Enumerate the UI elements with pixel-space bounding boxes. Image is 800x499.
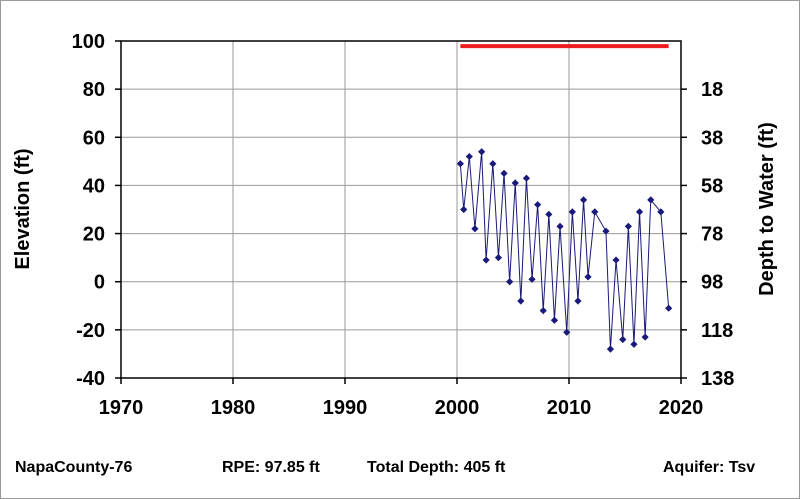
data-point-marker	[522, 174, 531, 182]
y-tick-label: 60	[83, 127, 105, 149]
data-point-marker	[539, 307, 547, 315]
data-point-marker	[619, 335, 627, 344]
data-points	[456, 148, 673, 353]
x-tick-label: 1980	[211, 397, 256, 419]
data-point-marker	[489, 160, 497, 168]
y2-tick-label: 118	[701, 320, 733, 342]
data-point-marker	[494, 254, 503, 262]
data-point-marker	[506, 278, 514, 286]
x-tick-label: 1970	[99, 397, 144, 419]
data-point-marker	[460, 205, 468, 214]
data-point-marker	[563, 328, 571, 336]
data-point-marker	[550, 316, 559, 324]
data-point-marker	[591, 208, 599, 216]
data-point-marker	[465, 152, 473, 161]
data-point-marker	[456, 160, 464, 168]
y2-tick-label: 78	[701, 224, 723, 246]
data-point-marker	[568, 208, 576, 216]
y2-tick-label: 138	[701, 368, 734, 390]
y2-tick-label: 98	[701, 272, 723, 294]
y-axis-title: Elevation (ft)	[12, 148, 34, 269]
y-tick-label: 40	[83, 175, 105, 197]
tick-marks	[115, 40, 687, 384]
data-point-marker	[579, 196, 588, 204]
data-point-marker	[602, 227, 610, 235]
data-point-marker	[574, 297, 582, 305]
series-polyline	[459, 151, 670, 350]
x-tick-label: 2000	[435, 397, 480, 419]
data-point-marker	[647, 196, 655, 204]
data-point-marker	[606, 345, 615, 353]
data-point-marker	[635, 208, 644, 216]
data-point-marker	[657, 208, 665, 216]
data-point-marker	[556, 222, 564, 230]
y2-tick-label: 58	[701, 175, 723, 197]
x-tick-label: 1990	[323, 397, 368, 419]
x-tick-label: 2020	[659, 397, 704, 419]
y-tick-label: 20	[83, 224, 105, 246]
data-point-marker	[641, 333, 649, 341]
data-point-marker	[517, 297, 525, 305]
data-point-marker	[511, 179, 519, 187]
data-point-marker	[630, 340, 638, 348]
data-point-marker	[624, 222, 632, 230]
y-tick-label: 100	[72, 31, 105, 53]
data-point-marker	[500, 169, 508, 177]
y-tick-label: -40	[76, 368, 105, 390]
rpe-label: RPE: 97.85 ft	[222, 459, 320, 476]
total-depth-label: Total Depth: 405 ft	[367, 459, 506, 476]
x-tick-label: 2010	[547, 397, 592, 419]
plot-area	[120, 40, 682, 379]
data-point-marker	[665, 304, 673, 312]
data-point-marker	[545, 210, 553, 218]
data-point-marker	[471, 225, 479, 233]
y-tick-label: -20	[76, 320, 105, 342]
aquifer-label: Aquifer: Tsv	[663, 459, 756, 476]
data-point-marker	[478, 148, 486, 156]
y-tick-label: 0	[94, 272, 105, 294]
data-point-marker	[528, 275, 536, 283]
grid-lines	[121, 41, 681, 378]
data-point-marker	[482, 256, 490, 264]
tick-labels: 1970 1980 1990 2000 2010 2020 100 80 60 40 20 0 -20 -…	[72, 31, 735, 419]
y2-tick-label: 18	[701, 79, 723, 101]
y-tick-label: 80	[83, 79, 105, 101]
well-id: NapaCounty-76	[15, 459, 133, 476]
y2-axis-title: Depth to Water (ft)	[756, 122, 778, 296]
series-line	[459, 151, 670, 350]
data-point-marker	[534, 201, 542, 209]
data-point-marker	[584, 273, 592, 281]
y2-tick-label: 38	[701, 127, 723, 149]
data-point-marker	[612, 256, 620, 264]
